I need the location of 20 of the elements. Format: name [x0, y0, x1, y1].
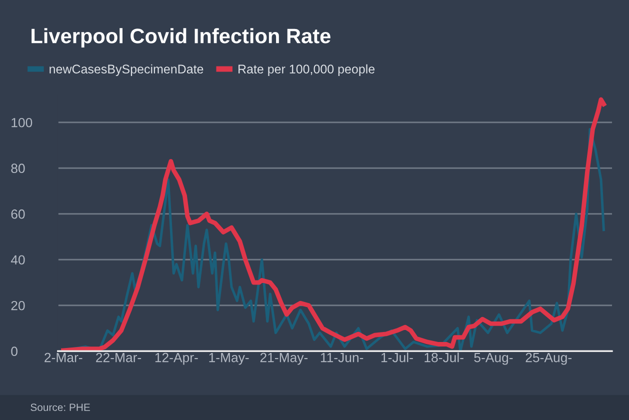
- x-tick-label: 1-May-: [209, 352, 249, 365]
- y-tick-label: 40: [10, 255, 25, 265]
- chart-title: Liverpool Covid Infection Rate: [32, 28, 330, 48]
- x-tick-label: 22-Mar-: [96, 352, 142, 362]
- x-tick-label: 1-Jul-: [381, 352, 413, 362]
- y-tick-label: 80: [11, 164, 25, 174]
- x-tick-label: 18-Jul-: [424, 352, 464, 362]
- x-tick-label: 5-Aug-: [474, 352, 513, 365]
- y-tick-label: 60: [11, 209, 25, 219]
- legend-label: newCasesBySpecimenDate: [50, 64, 204, 76]
- x-tick-label: 21-May-: [260, 352, 308, 365]
- legend-label: Rate per 100,000 people: [238, 64, 375, 76]
- y-tick-label: 0: [11, 346, 18, 356]
- y-tick-label: 100: [12, 118, 32, 128]
- y-tick-label: 20: [11, 300, 25, 310]
- source-note: Source: PHE: [30, 404, 90, 412]
- x-tick-label: 2-Mar-: [44, 352, 82, 362]
- x-tick-label: 11-Jun-: [320, 352, 364, 362]
- x-tick-label: 12-Apr-: [155, 352, 198, 365]
- x-tick-label: 25-Aug-: [526, 352, 572, 365]
